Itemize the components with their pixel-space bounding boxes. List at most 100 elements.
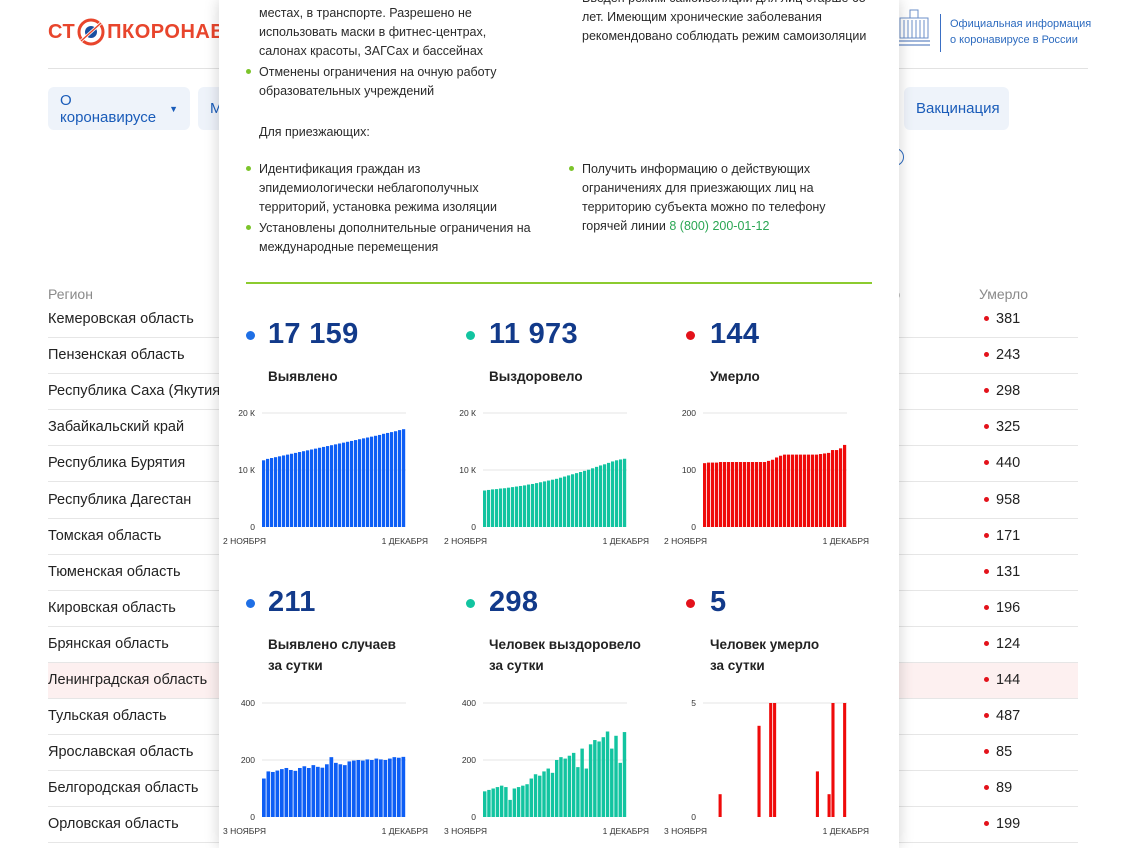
chart-bar <box>831 450 835 527</box>
chart-bar <box>610 748 614 817</box>
chart-bar <box>576 767 580 817</box>
chart-bar <box>491 489 495 527</box>
chart-bar <box>535 483 539 527</box>
region-name: Республика Бурятия <box>48 455 186 472</box>
mask-rules-text: местах, в транспорте. Разрешено не испол… <box>259 6 487 58</box>
region-died-count: 243 <box>996 347 1021 364</box>
chart-bar <box>334 762 338 817</box>
chart-bar <box>374 758 379 817</box>
region-name: Республика Дагестан <box>48 491 192 508</box>
chart-bar <box>388 758 392 817</box>
chart-bar <box>508 799 512 817</box>
chart-bar <box>280 769 284 817</box>
chart-bar <box>551 479 555 527</box>
column-header-region[interactable]: Регион <box>48 286 93 302</box>
official-info-link[interactable]: Официальная информация о коронавирусе в … <box>950 16 1100 48</box>
chart-bar <box>311 765 316 817</box>
chart-bar <box>580 748 584 817</box>
died-dot-icon <box>984 604 989 610</box>
chart-bar <box>584 768 589 817</box>
chart-bar <box>310 449 314 527</box>
chart-bar <box>523 485 527 527</box>
stopcoronavirus-logo[interactable]: СТ ПКОРОНАВИ <box>48 16 240 48</box>
chart-bar <box>347 761 352 817</box>
chart-bar <box>525 784 529 817</box>
y-tick-label: 200 <box>682 408 696 418</box>
daily-recovered-dot-icon <box>466 599 475 608</box>
chart-bar <box>533 774 538 817</box>
chart-bar <box>487 789 491 817</box>
logo-text-start: СТ <box>48 20 76 43</box>
logo-text-end: ПКОРОНАВИ <box>107 20 241 43</box>
y-tick-label: 10 К <box>238 465 255 475</box>
died-dot-icon <box>984 749 989 755</box>
column-header-died[interactable]: Умерло <box>979 286 1029 302</box>
chart-bar <box>559 757 563 817</box>
chart-bar <box>755 462 759 527</box>
daily-detected-label-line2: за сутки <box>268 658 323 673</box>
x-start-label: 2 НОЯБРЯ <box>223 536 266 546</box>
died-total-value: 144 <box>710 318 760 350</box>
chart-bar <box>378 434 382 527</box>
nav-about-label: О коронавирусе <box>60 91 157 126</box>
chart-bar <box>618 762 622 817</box>
died-total-label: Умерло <box>710 369 760 384</box>
chart-bar <box>495 489 499 527</box>
chart-bar <box>583 470 587 527</box>
region-died-count: 171 <box>996 527 1021 544</box>
chart-bar <box>382 433 386 527</box>
chart-bar <box>787 454 791 527</box>
died-dot-icon <box>984 713 989 719</box>
region-name: Белгородская область <box>48 780 199 797</box>
chart-bar <box>290 453 294 527</box>
chart-bar <box>352 760 356 817</box>
chart-bar <box>282 455 286 527</box>
chart-bar <box>811 454 815 527</box>
chart-bar <box>342 442 346 527</box>
chart-bar <box>615 460 619 527</box>
chart-bar <box>361 760 365 817</box>
chart-bar <box>507 487 511 527</box>
nav-vaccination[interactable]: Вакцинация <box>904 87 1009 130</box>
region-name: Пензенская область <box>48 347 185 364</box>
daily-recovered-label: Человек выздоровело за сутки <box>489 634 641 676</box>
chart-bar <box>542 771 546 817</box>
chart-bar <box>343 765 347 817</box>
chart-bar <box>483 791 487 817</box>
chart-bar <box>767 460 771 527</box>
chart-bar <box>499 488 503 527</box>
chart-bar <box>487 489 491 527</box>
header-divider <box>940 14 941 52</box>
died-dot-icon <box>984 388 989 394</box>
region-died-count: 89 <box>996 780 1013 797</box>
chart-bar <box>763 462 767 527</box>
died-dot-icon <box>984 424 989 430</box>
chart-bar <box>298 767 302 817</box>
official-info-line1: Официальная информация <box>950 18 1092 30</box>
daily-died-label: Человек умерло за сутки <box>710 634 819 676</box>
chart-bar <box>593 740 597 817</box>
chart-bar <box>274 457 278 527</box>
region-died-count: 440 <box>996 455 1021 472</box>
chart-bar <box>527 484 531 527</box>
daily-recovered-value: 298 <box>489 586 539 618</box>
chart-bar <box>390 432 394 527</box>
chart-bar <box>747 462 751 527</box>
y-tick-label: 200 <box>462 755 476 765</box>
chart-bar <box>293 770 298 817</box>
chart-bar <box>843 703 847 817</box>
y-tick-label: 0 <box>471 522 476 532</box>
daily-recovered-chart: 0 200 400 3 НОЯБРЯ 1 ДЕКАБРЯ <box>444 698 649 836</box>
hotline-phone-link[interactable]: 8 (800) 200-01-12 <box>669 219 770 233</box>
chart-bar <box>559 477 563 527</box>
nav-about-coronavirus[interactable]: О коронавирусе ▼ <box>48 87 190 130</box>
chart-bar <box>356 760 361 817</box>
daily-recovered-label-line1: Человек выздоровело <box>489 637 641 652</box>
chart-bar <box>392 757 397 817</box>
chart-bar <box>394 431 398 527</box>
chart-bar <box>555 478 559 527</box>
chart-bar <box>298 452 302 527</box>
chart-bar <box>499 785 504 817</box>
chart-bar <box>338 443 342 527</box>
daily-recovered-label-line2: за сутки <box>489 658 544 673</box>
